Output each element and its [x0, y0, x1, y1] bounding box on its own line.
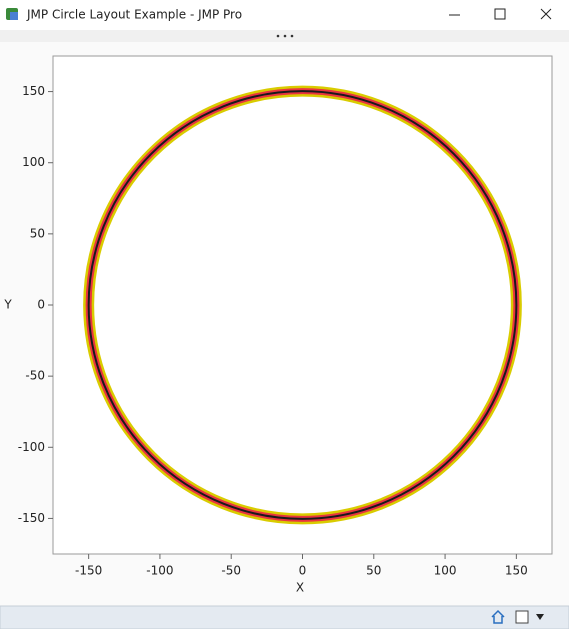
y-tick-label: -150 — [18, 511, 45, 525]
y-tick-label: -100 — [18, 440, 45, 454]
x-tick-label: 100 — [434, 564, 457, 578]
app-icon — [6, 8, 18, 20]
x-tick-label: 0 — [299, 564, 307, 578]
plot — [83, 85, 522, 525]
maximize-button[interactable] — [494, 8, 506, 20]
y-tick-label: -50 — [25, 369, 45, 383]
x-axis-label: X — [296, 581, 304, 595]
plot-frame — [52, 55, 553, 555]
close-button[interactable] — [540, 8, 552, 20]
y-tick-label: 100 — [22, 155, 45, 169]
status-bar — [0, 605, 569, 630]
x-tick-label: -100 — [146, 564, 173, 578]
y-tick-label: 50 — [30, 226, 45, 240]
dropdown-arrow[interactable] — [536, 614, 544, 620]
x-tick-label: 50 — [366, 564, 381, 578]
x-tick-label: 150 — [505, 564, 528, 578]
checkbox[interactable] — [515, 610, 529, 624]
home-button[interactable] — [491, 609, 505, 624]
x-tick-label: -50 — [221, 564, 241, 578]
y-tick-label: 150 — [22, 84, 45, 98]
y-tick-label: 0 — [37, 298, 45, 312]
y-axis-label: Y — [3, 298, 12, 312]
more-menu[interactable] — [276, 34, 294, 38]
window-title: JMP Circle Layout Example - JMP Pro — [26, 8, 242, 22]
x-tick-label: -150 — [75, 564, 102, 578]
circle-ring — [87, 90, 518, 520]
